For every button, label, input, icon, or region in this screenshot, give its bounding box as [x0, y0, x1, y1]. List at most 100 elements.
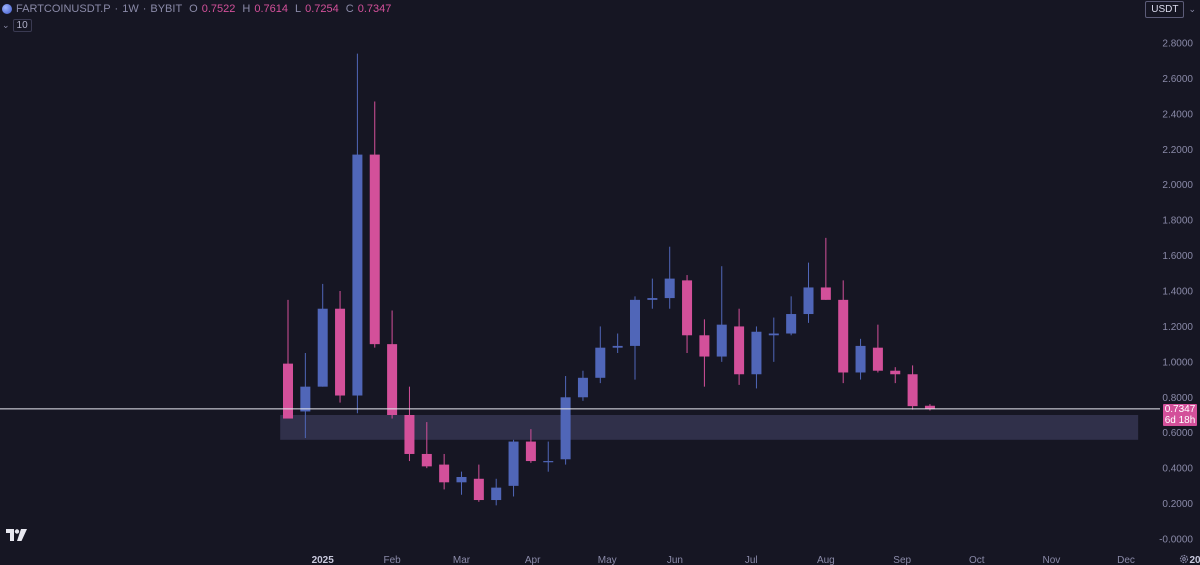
candle[interactable] — [404, 386, 415, 462]
candle[interactable] — [647, 278, 658, 309]
candle[interactable] — [855, 338, 866, 380]
candle-body — [786, 314, 797, 334]
header-separator: · — [142, 3, 147, 15]
candle[interactable] — [439, 453, 450, 490]
last-price-value: 0.7347 — [1164, 404, 1196, 415]
candle[interactable] — [352, 53, 363, 414]
candle-body — [387, 344, 398, 415]
candle[interactable] — [612, 333, 623, 353]
candle[interactable] — [820, 237, 831, 300]
price-tick-label: 0.4000 — [1162, 464, 1193, 475]
candle[interactable] — [838, 280, 849, 384]
price-tick-label: 2.0000 — [1162, 180, 1193, 191]
candle-body — [820, 287, 831, 300]
tradingview-logo-icon[interactable] — [6, 528, 28, 542]
symbol-name[interactable]: FARTCOINUSDT.P — [16, 3, 111, 15]
bar-countdown: 6d 18h — [1164, 415, 1196, 426]
open-value: 0.7522 — [201, 3, 236, 15]
candle-body — [525, 441, 536, 462]
symbol-header[interactable]: FARTCOINUSDT.P · 1W · BYBIT O 0.7522 H 0.7… — [2, 3, 391, 15]
candle-body — [317, 308, 328, 387]
candle[interactable] — [664, 246, 675, 309]
price-tick-label: -0.0000 — [1159, 535, 1193, 546]
candle[interactable] — [300, 353, 311, 439]
close-value: 0.7347 — [357, 3, 392, 15]
candle-body — [577, 377, 588, 398]
interval-label[interactable]: 1W — [122, 3, 139, 15]
candle-body — [768, 333, 779, 336]
candle[interactable] — [317, 283, 328, 387]
candle[interactable] — [473, 464, 484, 502]
time-tick-label: 2026 — [1189, 555, 1200, 565]
currency-label[interactable]: USDT — [1145, 1, 1185, 18]
header-separator: · — [114, 3, 119, 15]
candle-body — [855, 345, 866, 373]
candle[interactable] — [890, 367, 901, 384]
candle[interactable] — [421, 422, 432, 469]
currency-selector[interactable]: USDT ⌄ — [1145, 1, 1196, 18]
candle[interactable] — [924, 404, 935, 411]
candle[interactable] — [491, 478, 502, 506]
candle[interactable] — [543, 441, 554, 472]
candle[interactable] — [595, 326, 606, 384]
exchange-label: BYBIT — [150, 3, 183, 15]
candle[interactable] — [872, 324, 883, 373]
candle[interactable] — [734, 308, 745, 385]
candle[interactable] — [630, 296, 640, 380]
price-tick-label: 2.8000 — [1162, 39, 1193, 50]
candle[interactable] — [456, 471, 467, 495]
candle-body — [491, 487, 502, 501]
candle[interactable] — [907, 365, 918, 410]
low-label: L — [295, 3, 302, 15]
indicator-toggle[interactable]: ⌄ 10 — [2, 19, 32, 32]
candle[interactable] — [283, 299, 293, 419]
support-zone[interactable] — [280, 415, 1139, 440]
candle[interactable] — [508, 439, 519, 497]
time-tick-label: Feb — [383, 555, 401, 565]
candle-body — [907, 374, 918, 407]
high-value: 0.7614 — [254, 3, 288, 15]
time-tick-label: Sep — [893, 555, 911, 565]
candle[interactable] — [387, 310, 398, 419]
candle-body — [924, 405, 935, 409]
candle[interactable] — [751, 326, 762, 389]
candle-body — [335, 308, 346, 396]
candle-body — [352, 154, 363, 396]
candle[interactable] — [577, 370, 588, 401]
price-tick-label: 1.8000 — [1162, 216, 1193, 227]
candle-body — [890, 370, 901, 375]
candle[interactable] — [335, 291, 346, 403]
candle-body — [404, 415, 415, 454]
time-axis[interactable]: 2025 Feb Mar Apr May Jun Jul Aug Sep Oct Nov Dec 202… — [312, 555, 1200, 565]
candle[interactable] — [369, 101, 380, 348]
candle[interactable] — [803, 262, 814, 323]
candle[interactable] — [682, 275, 693, 353]
price-tick-label: 2.4000 — [1162, 109, 1193, 120]
chevron-down-icon[interactable]: ⌄ — [1188, 4, 1196, 14]
time-tick-label: Dec — [1117, 555, 1135, 565]
candle[interactable] — [716, 266, 727, 362]
candle-body — [560, 397, 571, 460]
chevron-down-icon[interactable]: ⌄ — [2, 20, 10, 30]
high-label: H — [242, 3, 251, 15]
gear-icon[interactable] — [1178, 554, 1190, 564]
candle[interactable] — [525, 429, 536, 463]
price-axis[interactable]: 2.8000 2.6000 2.4000 2.2000 2.0000 1.8000 1.60… — [1159, 39, 1193, 546]
candle[interactable] — [560, 376, 571, 465]
candle-body — [300, 386, 311, 412]
price-tick-label: 2.6000 — [1162, 74, 1193, 85]
candle[interactable] — [786, 296, 797, 336]
candle-body — [421, 453, 432, 467]
candle[interactable] — [699, 319, 710, 387]
candle-body — [439, 464, 450, 483]
time-tick-label: May — [598, 555, 617, 565]
candle-body — [699, 335, 710, 357]
time-tick-label: Jun — [667, 555, 683, 565]
indicator-count[interactable]: 10 — [12, 19, 32, 32]
candle-body — [734, 326, 745, 375]
candle[interactable] — [768, 317, 779, 362]
candle-body — [543, 461, 554, 463]
candle-body — [716, 324, 727, 357]
